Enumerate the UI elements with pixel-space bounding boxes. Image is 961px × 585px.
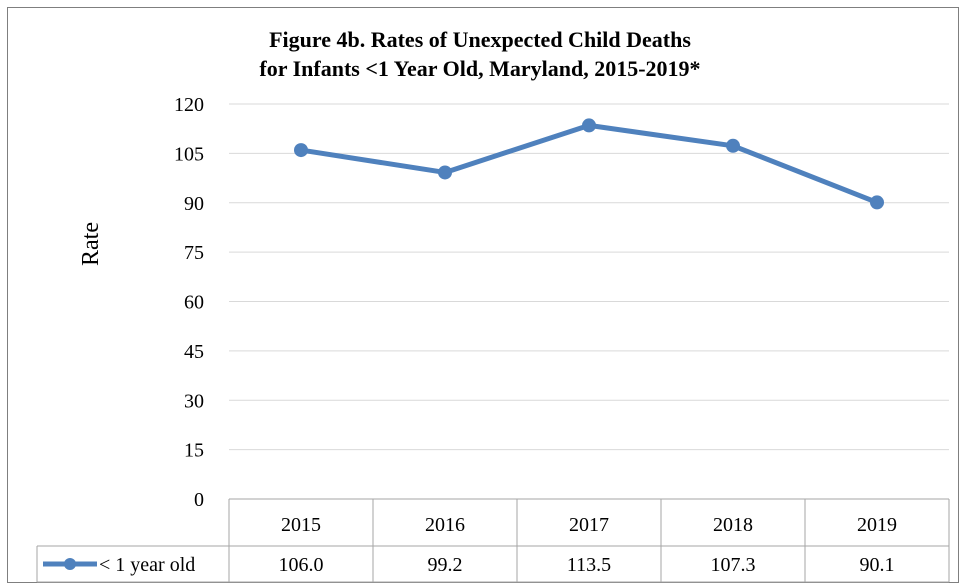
y-axis-label: Rate: [78, 222, 104, 266]
y-tick-label: 90: [184, 193, 204, 215]
y-tick-labels: 0 15 30 45 60 75 90 105 120: [174, 94, 204, 511]
x-tick-label: 2015: [281, 514, 321, 536]
y-tick-label: 15: [184, 440, 204, 462]
y-tick-label: 105: [174, 143, 204, 165]
data-table-value: 106.0: [279, 554, 324, 576]
data-table-value: 99.2: [428, 554, 463, 576]
y-tick-label: 30: [184, 390, 204, 412]
x-tick-label: 2019: [857, 514, 897, 536]
data-point: [726, 138, 740, 153]
y-tick-label: 0: [194, 489, 204, 511]
data-point: [294, 143, 308, 158]
series-line: [298, 122, 880, 205]
chart-title: Figure 4b. Rates of Unexpected Child Dea…: [269, 27, 691, 52]
data-table: 2015 2016 2017 2018 2019 106.0 99.2 113.5 107.3 9…: [36, 498, 950, 583]
series-layer: [294, 118, 884, 210]
y-tick-label: 120: [174, 94, 204, 116]
y-tick-label: 60: [184, 292, 204, 314]
x-tick-label: 2017: [569, 514, 609, 536]
data-table-value: 107.3: [711, 554, 756, 576]
x-tick-label: 2016: [425, 514, 465, 536]
gridlines: [229, 103, 949, 451]
y-tick-label: 45: [184, 341, 204, 363]
data-point: [582, 118, 596, 133]
x-tick-label: 2018: [713, 514, 753, 536]
y-tick-label: 75: [184, 242, 204, 264]
legend-marker-icon: [64, 558, 76, 570]
data-table-value: 113.5: [567, 554, 611, 576]
data-point: [870, 195, 884, 210]
data-table-value: 90.1: [860, 554, 895, 576]
chart-frame: [7, 7, 959, 583]
data-point: [438, 165, 452, 180]
chart-subtitle: for Infants <1 Year Old, Maryland, 2015-…: [259, 56, 700, 81]
legend-label: < 1 year old: [99, 554, 195, 576]
